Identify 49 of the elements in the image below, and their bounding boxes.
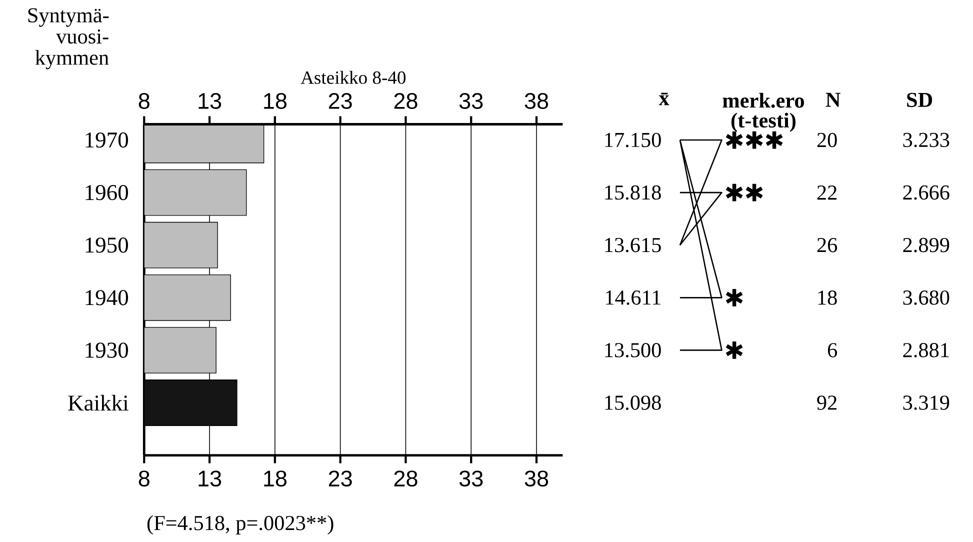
y-tick-label: 1960 — [86, 185, 128, 200]
x2-tick-label: 13 — [198, 470, 222, 487]
text: (F=4.518, p=.0023**) — [147, 515, 334, 535]
text: ✱ — [726, 289, 743, 307]
data-label: 13.615 — [605, 238, 661, 252]
text: 20 — [817, 133, 837, 148]
x2-tick-label: 28 — [394, 470, 418, 487]
text: 6 — [828, 343, 838, 358]
x-tick-label: 33 — [459, 93, 483, 110]
y-tick-label: 1940 — [86, 290, 128, 306]
text: 3.680 — [903, 290, 950, 306]
y-tick-label: Kaikki — [68, 395, 128, 411]
text: 3.233 — [903, 133, 950, 148]
x2-tick-label: 23 — [328, 470, 352, 487]
x-tick-label: 38 — [524, 93, 548, 110]
text: 92 — [817, 396, 836, 410]
text: 3.319 — [903, 396, 950, 410]
data-label: 13.500 — [605, 343, 661, 358]
text: ✱✱ — [726, 184, 763, 202]
y-tick-label: 1950 — [86, 238, 128, 253]
x2-tick-label: 38 — [524, 470, 548, 487]
y-axis-title: Syntymä- vuosi- kymmen — [28, 8, 109, 70]
text: ✱ — [726, 342, 743, 360]
x2-tick-label: 8 — [138, 470, 150, 487]
text: 18 — [818, 290, 837, 306]
x-tick-label: 23 — [328, 93, 352, 110]
text: 2.881 — [903, 343, 949, 358]
data-label: 14.611 — [606, 290, 660, 306]
text: x̄ — [658, 93, 670, 106]
text: ✱✱✱ — [726, 132, 783, 149]
text: 22 — [817, 186, 836, 200]
text: merk.ero (t-testi) — [722, 93, 804, 132]
x2-axis-title: Asteikko 8-40 — [300, 71, 406, 84]
text: N — [826, 93, 840, 107]
text: 26 — [817, 238, 838, 252]
text: 2.666 — [903, 186, 950, 200]
x2-tick-label: 18 — [264, 470, 286, 487]
y-tick-label: 1930 — [86, 342, 128, 358]
x-tick-label: 18 — [264, 93, 286, 110]
x-tick-label: 13 — [198, 93, 222, 110]
data-label: 15.098 — [605, 396, 661, 410]
data-label: 15.818 — [605, 186, 661, 200]
text: SD — [907, 93, 932, 108]
data-label: 17.150 — [605, 133, 661, 148]
x2-tick-label: 33 — [459, 470, 483, 487]
y-tick-label: 1970 — [86, 132, 128, 148]
x-tick-label: 28 — [394, 93, 418, 110]
x-tick-label: 8 — [138, 93, 150, 110]
text: 2.899 — [903, 238, 950, 253]
